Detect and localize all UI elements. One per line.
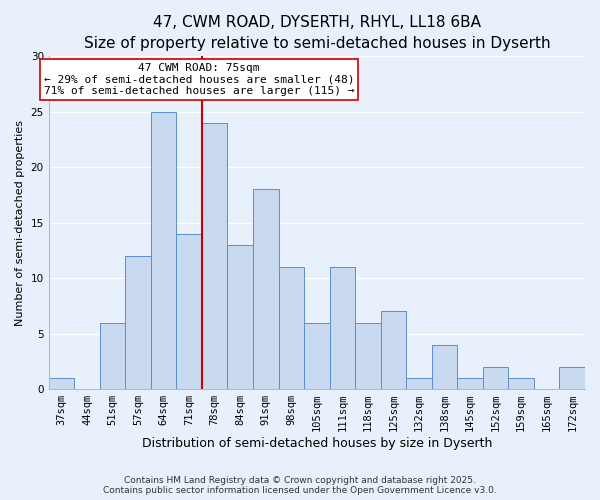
Bar [380, 312, 406, 389]
Bar [432, 344, 457, 389]
Bar [278, 267, 304, 389]
Bar [100, 322, 125, 389]
Bar [559, 367, 585, 389]
Title: 47, CWM ROAD, DYSERTH, RHYL, LL18 6BA
Size of property relative to semi-detached: 47, CWM ROAD, DYSERTH, RHYL, LL18 6BA Si… [83, 15, 550, 51]
Bar [202, 123, 227, 389]
Bar [176, 234, 202, 389]
Bar [483, 367, 508, 389]
Bar [49, 378, 74, 389]
Bar [125, 256, 151, 389]
Bar [151, 112, 176, 389]
Bar [329, 267, 355, 389]
Y-axis label: Number of semi-detached properties: Number of semi-detached properties [15, 120, 25, 326]
Text: Contains HM Land Registry data © Crown copyright and database right 2025.
Contai: Contains HM Land Registry data © Crown c… [103, 476, 497, 495]
Bar [304, 322, 329, 389]
Bar [508, 378, 534, 389]
Bar [457, 378, 483, 389]
Bar [355, 322, 380, 389]
Bar [253, 190, 278, 389]
Text: 47 CWM ROAD: 75sqm
← 29% of semi-detached houses are smaller (48)
71% of semi-de: 47 CWM ROAD: 75sqm ← 29% of semi-detache… [44, 63, 354, 96]
Bar [227, 245, 253, 389]
X-axis label: Distribution of semi-detached houses by size in Dyserth: Distribution of semi-detached houses by … [142, 437, 492, 450]
Bar [406, 378, 432, 389]
